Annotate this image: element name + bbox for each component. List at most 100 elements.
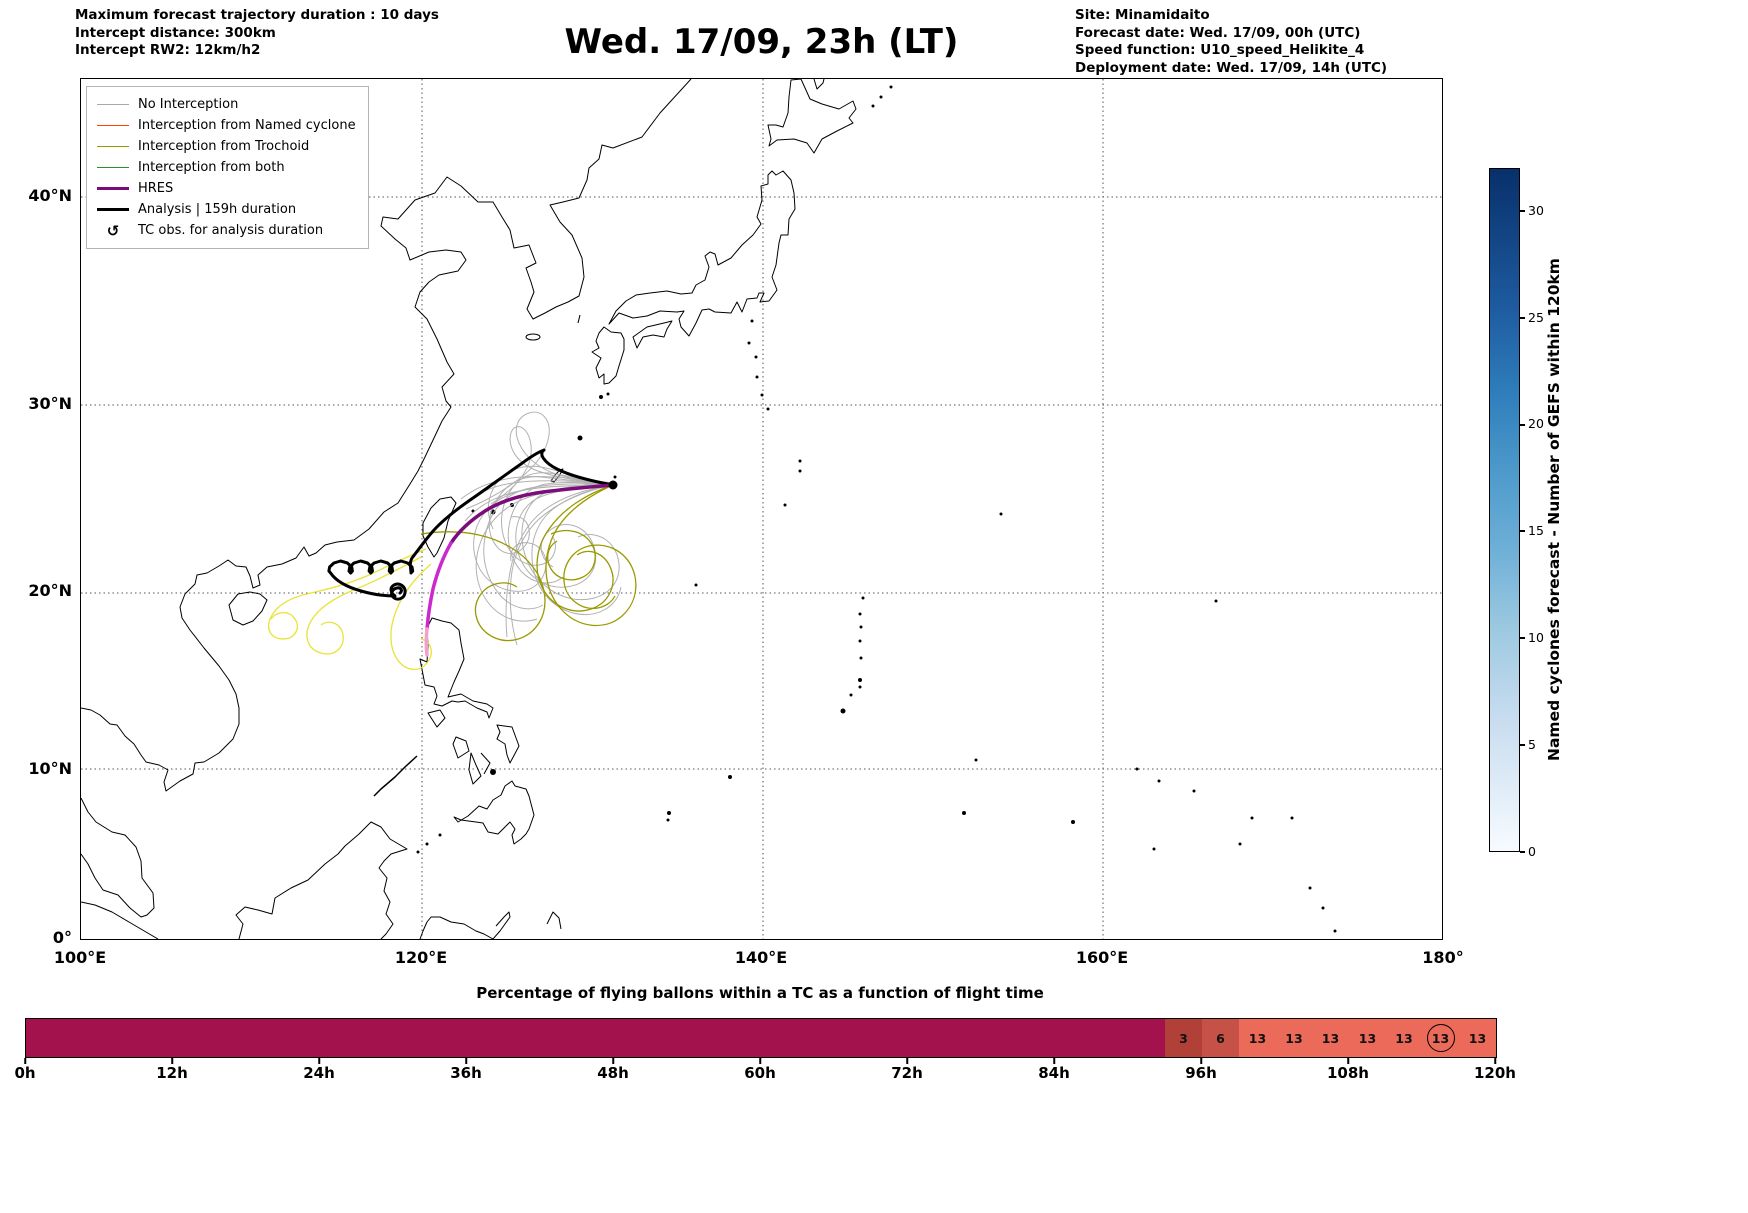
tc-obs-symbol-icon: ↺ bbox=[106, 221, 120, 240]
borneo-coastline bbox=[235, 821, 408, 939]
colorbar-tick-mark bbox=[1520, 317, 1525, 319]
x-tick-label: 140°E bbox=[734, 948, 788, 967]
trochoid-trajectories bbox=[420, 484, 637, 642]
gefs-colorbar bbox=[1489, 168, 1520, 852]
time-tick-mark bbox=[171, 1058, 173, 1064]
colorbar-tick-mark bbox=[1520, 530, 1525, 532]
trajectory-map: No Interception Interception from Named … bbox=[80, 78, 1443, 940]
bar-segment-label: 6 bbox=[1216, 1030, 1225, 1046]
x-tick-label: 120°E bbox=[394, 948, 448, 967]
negros-island bbox=[468, 752, 482, 785]
legend-item-label: TC obs. for analysis duration bbox=[138, 223, 324, 238]
time-tick-mark bbox=[612, 1058, 614, 1064]
legend-item: Interception from Trochoid bbox=[97, 136, 356, 157]
legend-item: Analysis | 159h duration bbox=[97, 199, 356, 220]
legend-item-label: Analysis | 159h duration bbox=[138, 202, 297, 217]
time-tick-label: 108h bbox=[1327, 1064, 1369, 1082]
time-tick-label: 84h bbox=[1038, 1064, 1070, 1082]
colorbar-tick-label: 10 bbox=[1528, 630, 1544, 645]
colorbar-tick-mark bbox=[1520, 851, 1525, 853]
colorbar-tick-label: 0 bbox=[1528, 844, 1536, 859]
samar-leyte-islands bbox=[496, 724, 520, 764]
y-tick-label: 30°N bbox=[28, 394, 72, 413]
legend-item-label: No Interception bbox=[138, 97, 239, 112]
bar-segment-label: 13 bbox=[1248, 1030, 1267, 1046]
time-tick-mark bbox=[1494, 1058, 1496, 1064]
legend-line-swatch bbox=[97, 207, 129, 212]
bar-segment-label: 13 bbox=[1395, 1030, 1413, 1046]
map-canvas bbox=[81, 79, 1442, 939]
time-tick-label: 0h bbox=[14, 1064, 36, 1082]
colorbar-tick-mark bbox=[1520, 637, 1525, 639]
max-duration-line: Maximum forecast trajectory duration : 1… bbox=[75, 7, 439, 23]
balloon-chart-title: Percentage of flying ballons within a TC… bbox=[476, 984, 1044, 1002]
hainan-island bbox=[228, 591, 268, 626]
legend-line-swatch bbox=[97, 145, 129, 148]
bar-segment: 13 bbox=[1459, 1019, 1496, 1057]
site-info-block: Site: Minamidaito Forecast date: Wed. 17… bbox=[1075, 7, 1387, 77]
x-tick-label: 100°E bbox=[53, 948, 107, 967]
time-tick-label: 96h bbox=[1185, 1064, 1217, 1082]
taiwan-island bbox=[422, 496, 457, 558]
run-settings-block: Maximum forecast trajectory duration : 1… bbox=[75, 7, 439, 60]
intercept-rw2-line: Intercept RW2: 12km/h2 bbox=[75, 42, 261, 58]
time-tick-label: 120h bbox=[1474, 1064, 1516, 1082]
legend-item: Interception from both bbox=[97, 157, 356, 178]
site-line: Site: Minamidaito bbox=[1075, 7, 1210, 23]
legend-line-swatch bbox=[97, 166, 129, 169]
legend-item: No Interception bbox=[97, 94, 356, 115]
speed-function-line: Speed function: U10_speed_Helikite_4 bbox=[1075, 42, 1365, 58]
intercept-distance-line: Intercept distance: 300km bbox=[75, 24, 276, 41]
panay-island bbox=[452, 736, 470, 759]
analysis-track bbox=[327, 448, 615, 601]
time-tick-mark bbox=[24, 1058, 26, 1064]
time-tick-mark bbox=[1347, 1058, 1349, 1064]
sumatra-coastline bbox=[81, 901, 159, 939]
sulawesi-coastline bbox=[419, 911, 511, 939]
tsushima-island bbox=[577, 314, 581, 324]
mindoro-island bbox=[427, 709, 446, 728]
x-tick-label: 160°E bbox=[1075, 948, 1129, 967]
cebu-island bbox=[480, 752, 491, 775]
honshu-island bbox=[608, 170, 796, 337]
colorbar-tick-label: 15 bbox=[1528, 523, 1544, 538]
time-tick-label: 36h bbox=[450, 1064, 482, 1082]
time-tick-mark bbox=[1200, 1058, 1202, 1064]
legend-line-swatch bbox=[97, 186, 129, 191]
time-tick-mark bbox=[1053, 1058, 1055, 1064]
palawan-island bbox=[373, 755, 418, 797]
time-tick-mark bbox=[318, 1058, 320, 1064]
bar-segment: 13 bbox=[1312, 1019, 1349, 1057]
y-tick-label: 20°N bbox=[28, 581, 72, 600]
hres-track-pink bbox=[424, 627, 429, 657]
bar-segment-label: 13 bbox=[1468, 1030, 1487, 1046]
map-legend: No Interception Interception from Named … bbox=[86, 86, 369, 249]
deployment-date-line: Deployment date: Wed. 17/09, 14h (UTC) bbox=[1075, 59, 1388, 76]
legend-item: Interception from Named cyclone bbox=[97, 115, 356, 136]
coastlines bbox=[81, 79, 857, 939]
bar-segment: 13 bbox=[1349, 1019, 1386, 1057]
colorbar-tick-label: 25 bbox=[1528, 310, 1544, 325]
okinawa-island bbox=[550, 468, 564, 483]
sakhalin-tip bbox=[813, 79, 825, 90]
bar-segment: 3 bbox=[1165, 1019, 1202, 1057]
legend-item: ↺ TC obs. for analysis duration bbox=[97, 220, 356, 241]
time-tick-mark bbox=[759, 1058, 761, 1064]
bar-segment: 13 bbox=[1239, 1019, 1276, 1057]
legend-item-label: Interception from Named cyclone bbox=[138, 118, 356, 133]
colorbar-tick-label: 20 bbox=[1528, 416, 1544, 431]
time-tick-label: 72h bbox=[891, 1064, 923, 1082]
halmahera-tip bbox=[546, 911, 562, 930]
time-tick-mark bbox=[906, 1058, 908, 1064]
bar-segment: 6 bbox=[1202, 1019, 1239, 1057]
colorbar-title: Named cyclones forecast - Number of GEFS… bbox=[1545, 258, 1563, 762]
colorbar-tick-label: 5 bbox=[1528, 737, 1536, 752]
bar-segment-label: 13 bbox=[1285, 1030, 1303, 1046]
jeju-island bbox=[525, 333, 541, 341]
legend-line-swatch bbox=[97, 124, 129, 127]
bar-segment-label-circled: 13 bbox=[1426, 1024, 1455, 1052]
legend-item-label: HRES bbox=[138, 181, 174, 196]
small-island-dots bbox=[416, 85, 1337, 933]
time-tick-mark bbox=[465, 1058, 467, 1064]
